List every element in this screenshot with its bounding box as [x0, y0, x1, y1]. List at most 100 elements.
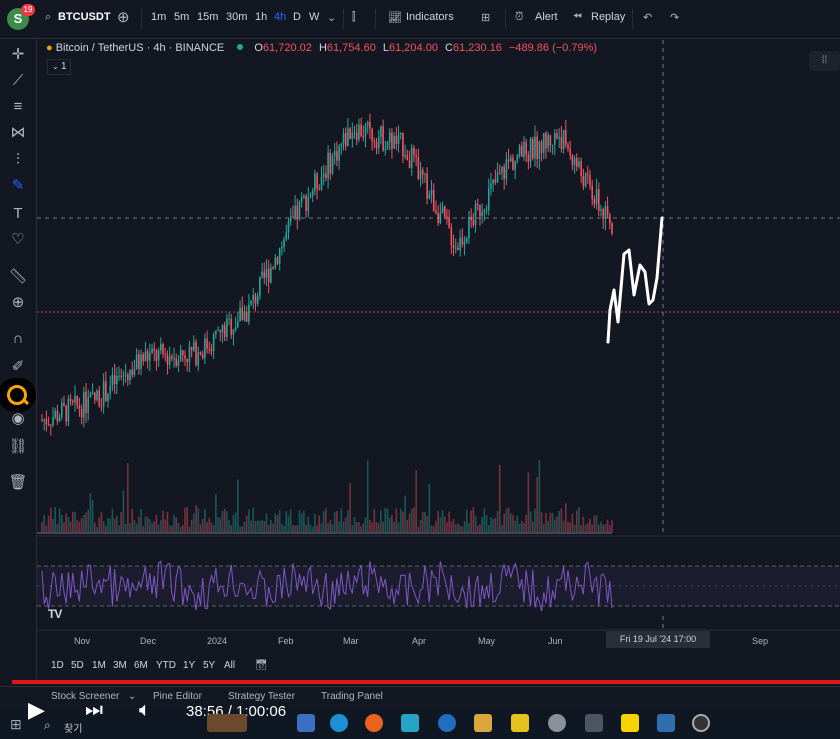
replay-button[interactable]: Replay	[591, 11, 626, 23]
candle-body	[584, 173, 587, 187]
range-1y[interactable]: 1Y	[183, 660, 196, 671]
indicator-toggle[interactable]: ⌄ 1	[47, 59, 71, 75]
ruler-icon[interactable]: 📏︎	[8, 268, 28, 285]
interval-15m[interactable]: 15m	[197, 11, 219, 23]
candle-body	[314, 173, 316, 191]
range-5y[interactable]: 5Y	[203, 660, 216, 671]
heart-icon[interactable]: ♡	[11, 231, 25, 248]
calendar-icon[interactable]: 📅︎	[255, 660, 268, 671]
interval-w[interactable]: W	[309, 11, 320, 23]
range-1d[interactable]: 1D	[51, 660, 64, 671]
taskbar-thumbnail[interactable]	[207, 714, 247, 732]
range-5d[interactable]: 5D	[71, 660, 84, 671]
candle-type-icon[interactable]: ⫿	[352, 11, 356, 23]
legend-title[interactable]: Bitcoin / TetherUS · 4h · BINANCE	[55, 42, 225, 54]
price-chart[interactable]	[37, 40, 840, 645]
interval-5m[interactable]: 5m	[174, 11, 190, 23]
floating-search-icon[interactable]	[0, 378, 36, 412]
next-icon[interactable]: ⏭︎	[85, 699, 103, 721]
candle-body	[283, 239, 285, 247]
candle-body	[164, 353, 167, 355]
file-explorer-icon[interactable]	[474, 714, 492, 732]
lock-drawing-icon[interactable]: ✐	[11, 358, 25, 375]
object-tree-icon[interactable]: ⁞⁞	[809, 51, 840, 71]
kakaotalk-icon[interactable]	[621, 714, 639, 732]
interval-d[interactable]: D	[293, 11, 301, 23]
candle-body	[162, 343, 164, 354]
taskbar-app-icon[interactable]	[657, 714, 675, 732]
text-icon[interactable]: T	[13, 205, 23, 222]
volume-bar	[96, 526, 98, 533]
windows-start-icon[interactable]: ⊞	[10, 716, 22, 732]
candle-body	[421, 169, 424, 175]
interval-4h[interactable]: 4h	[274, 11, 287, 23]
edge-browser-icon[interactable]	[330, 714, 348, 732]
crosshair-icon[interactable]: ✛	[11, 46, 25, 63]
zoom-in-icon[interactable]: ⊕	[11, 294, 25, 311]
taskbar-app-icon[interactable]	[297, 714, 315, 732]
interval-30m[interactable]: 30m	[226, 11, 248, 23]
firefox-icon[interactable]	[365, 714, 383, 732]
alarm-clock-icon[interactable]: ⏰︎	[515, 11, 524, 23]
undo-icon[interactable]: ↶	[643, 12, 653, 24]
volume-bar	[461, 526, 464, 533]
candle-body	[406, 155, 409, 161]
chevron-down-icon[interactable]: ⌄	[128, 691, 137, 702]
volume-icon[interactable]: 🔈︎	[139, 699, 151, 721]
indicators-button[interactable]: Indicators	[406, 11, 454, 23]
taskbar-search-label[interactable]: 찾기	[64, 724, 83, 735]
eye-icon[interactable]: ◉	[11, 410, 25, 427]
volume-bar	[564, 503, 567, 533]
candle-body	[149, 353, 151, 361]
taskbar-search-icon[interactable]: ⌕	[44, 718, 51, 732]
play-icon[interactable]: ▶	[28, 697, 45, 722]
sticky-notes-icon[interactable]	[511, 714, 529, 732]
tab-trading-panel[interactable]: Trading Panel	[321, 691, 383, 702]
candle-body	[325, 173, 327, 179]
layouts-icon[interactable]: ⊞	[481, 12, 491, 24]
pattern-icon[interactable]: ⋈	[10, 124, 26, 141]
redo-icon[interactable]: ↷	[670, 12, 680, 24]
fib-lines-icon[interactable]: ≡	[13, 98, 23, 115]
interval-1m[interactable]: 1m	[151, 11, 167, 23]
range-6m[interactable]: 6M	[134, 660, 148, 671]
candle-body	[580, 161, 582, 177]
interval-1h[interactable]: 1h	[255, 11, 268, 23]
range-ytd[interactable]: YTD	[156, 660, 176, 671]
tab-pine-editor[interactable]: Pine Editor	[153, 691, 202, 702]
taskbar-app-icon[interactable]	[548, 714, 566, 732]
search-icon[interactable]: ⌕	[45, 11, 52, 23]
indicators-icon[interactable]: 📈︎	[388, 12, 402, 24]
range-all[interactable]: All	[224, 660, 236, 671]
alert-button[interactable]: Alert	[535, 11, 558, 23]
trend-line-icon[interactable]: ⟋	[12, 72, 24, 89]
video-progress-bar[interactable]	[12, 680, 840, 684]
internet-explorer-icon[interactable]	[438, 714, 456, 732]
volume-bar	[430, 525, 433, 533]
tab-stock-screener[interactable]: Stock Screener	[51, 691, 120, 702]
trash-icon[interactable]: 🗑︎	[8, 474, 28, 491]
range-1m[interactable]: 1M	[92, 660, 106, 671]
tab-strategy-tester[interactable]: Strategy Tester	[228, 691, 296, 702]
candle-body	[333, 151, 336, 157]
taskbar-app-icon[interactable]	[401, 714, 419, 732]
compare-add-icon[interactable]: ⊕	[117, 9, 130, 26]
range-3m[interactable]: 3M	[113, 660, 127, 671]
volume-bar	[490, 517, 492, 533]
taskbar-app-icon[interactable]	[692, 714, 710, 732]
calculator-icon[interactable]	[585, 714, 603, 732]
volume-bar	[424, 512, 426, 533]
volume-bar	[221, 511, 224, 533]
volume-bar	[173, 514, 175, 533]
brush-icon[interactable]: ✎	[11, 177, 25, 194]
candle-body	[483, 210, 486, 213]
volume-bar	[413, 507, 415, 533]
chevron-down-icon[interactable]: ⌄	[327, 12, 337, 24]
candle-body	[540, 141, 543, 153]
replay-icon[interactable]: ⏪︎	[573, 11, 582, 23]
candle-body	[296, 205, 299, 220]
link-icon[interactable]: ⛓︎	[8, 438, 28, 455]
symbol-search[interactable]: BTCUSDT	[58, 11, 111, 23]
prediction-icon[interactable]: ⫶	[16, 151, 20, 168]
magnet-icon[interactable]: ∩	[12, 330, 24, 347]
